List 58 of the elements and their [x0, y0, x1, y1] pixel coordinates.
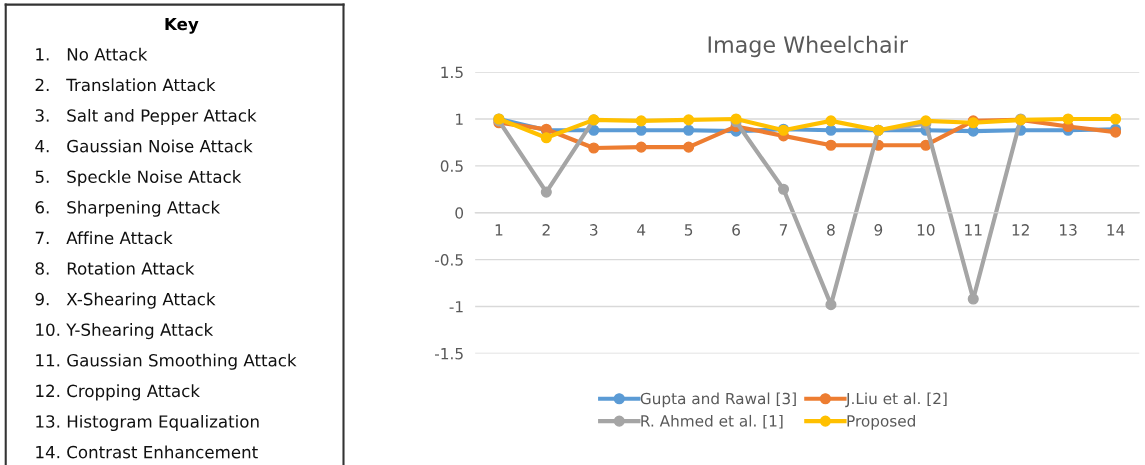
point [777, 183, 790, 195]
point [1062, 113, 1074, 125]
x-tick-label: 3 [590, 224, 598, 236]
x-tick-label: 9 [874, 224, 883, 236]
point [825, 124, 837, 136]
y-tick-label: 1 [456, 113, 463, 125]
text: 3. Salt and Pepper Attack [35, 108, 257, 126]
text: 13. Histogram Equalization [36, 414, 259, 432]
point [1110, 113, 1122, 125]
text: 9. X-Shearing Attack [35, 292, 216, 309]
text: 10. Y-Shearing Attack [36, 323, 214, 340]
x-tick-label: 8 [827, 224, 835, 236]
x-tick-label: 10 [917, 224, 935, 236]
point [825, 139, 837, 151]
point [967, 293, 979, 305]
text: 2. Translation Attack [35, 78, 216, 92]
x-tick-label: 1 [495, 224, 503, 236]
point [540, 186, 552, 198]
x-tick-label: 2 [542, 224, 550, 236]
point [635, 124, 647, 136]
y-tick-label: 1.5 [441, 66, 463, 79]
text: 7. Affine Attack [35, 231, 173, 245]
text: 12. Cropping Attack [36, 384, 200, 401]
point [683, 124, 695, 136]
point [540, 132, 552, 144]
x-tick-label: 13 [1060, 224, 1077, 236]
text: 11. Gaussian Smoothing Attack [36, 353, 297, 370]
x-tick-label: 12 [1012, 224, 1029, 236]
point [635, 141, 647, 153]
x-tick-label: 11 [965, 224, 982, 236]
y-tick-label: -0.5 [435, 254, 463, 266]
legend-label: Proposed [847, 414, 915, 430]
legend-label: J.Liu et al. [2] [845, 392, 947, 408]
legend-label: R. Ahmed et al. [1] [641, 414, 783, 429]
point [683, 141, 695, 153]
point [825, 299, 837, 311]
x-tick-label: 6 [732, 224, 740, 236]
y-tick-label: 0 [455, 207, 464, 219]
text: 1. No Attack [36, 47, 148, 61]
x-tick-label: 14 [1107, 224, 1125, 236]
chart-title: Image Wheelchair [708, 35, 908, 58]
x-tick-label: 4 [637, 224, 646, 236]
text: 6. Sharpening Attack [35, 200, 221, 217]
text: 8. Rotation Attack [35, 261, 195, 275]
point [683, 114, 695, 126]
y-tick-label: 0.5 [440, 160, 463, 172]
legend-label: Gupta and Rawal [3] [640, 392, 796, 408]
text: 4. Gaussian Noise Attack [35, 139, 253, 153]
point [635, 115, 647, 127]
x-tick-label: 5 [684, 224, 693, 236]
y-tick-label: -1.5 [435, 348, 463, 360]
y-tick-label: -1 [449, 301, 463, 313]
text: 5. Speckle Noise Attack [35, 170, 242, 187]
text: Key [165, 17, 199, 34]
text: 14. Contrast Enhancement [36, 445, 258, 459]
point [825, 115, 837, 127]
x-tick-label: 7 [779, 224, 788, 236]
point [588, 142, 600, 154]
